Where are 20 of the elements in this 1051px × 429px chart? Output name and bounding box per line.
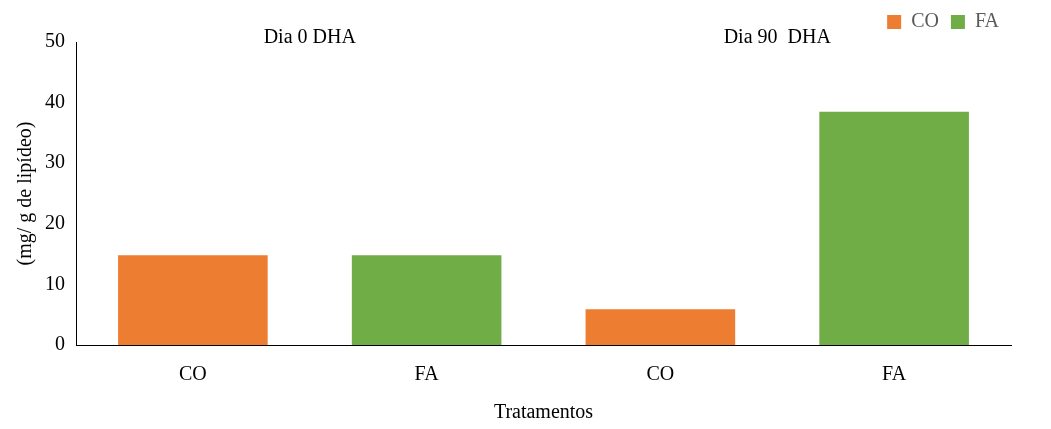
y-tick-label: 20 <box>45 211 65 234</box>
x-axis-title: Tratamentos <box>493 400 594 423</box>
bar <box>351 255 502 345</box>
x-tick-label: CO <box>178 362 207 385</box>
legend-label: FA <box>974 9 1000 32</box>
y-tick-label: 0 <box>55 332 65 355</box>
y-tick-label: 10 <box>45 271 65 294</box>
bar <box>585 309 736 345</box>
annotation: Dia 0 DHA <box>263 25 357 48</box>
legend-label: CO <box>911 9 939 32</box>
bar <box>819 111 969 345</box>
x-tick-label: CO <box>646 362 675 385</box>
x-tick-label: FA <box>882 362 907 385</box>
y-axis-title: (mg/ g de lipídeo) <box>13 121 37 266</box>
y-tick-label: 50 <box>45 29 65 52</box>
bar <box>118 255 268 345</box>
y-tick-label: 40 <box>45 89 65 112</box>
x-tick-label: FA <box>414 362 440 385</box>
annotation: Dia 90 DHA <box>723 25 832 48</box>
y-tick-label: 30 <box>45 150 65 173</box>
